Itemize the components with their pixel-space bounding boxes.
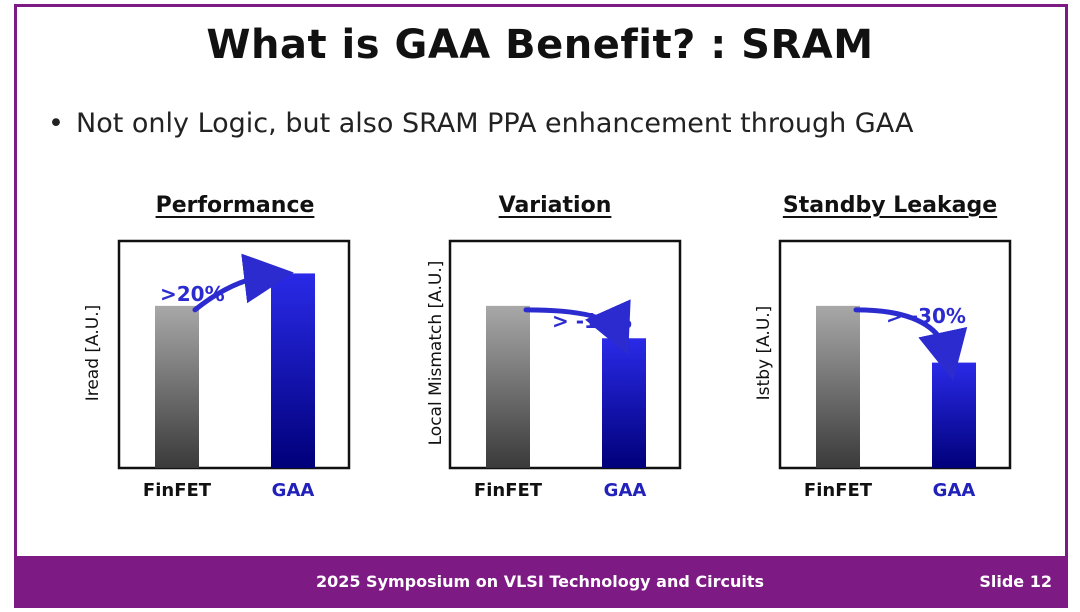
bullet-item: • Not only Logic, but also SRAM PPA enhan… (48, 108, 913, 139)
bullet-text: Not only Logic, but also SRAM PPA enhanc… (76, 108, 914, 139)
xlabel-standby-gaa: GAA (932, 480, 976, 501)
chart-title-performance: Performance (155, 193, 315, 218)
bullet-marker: • (48, 108, 64, 139)
bar-standby-leakage-finfet (816, 305, 860, 468)
delta-label-standby-leakage: > -30% (886, 304, 966, 328)
delta-label-performance: >20% (160, 282, 225, 306)
slide-title: What is GAA Benefit? : SRAM (206, 22, 874, 68)
slide-number: Slide 12 (979, 572, 1052, 591)
ylabel-performance: Iread [A.U.] (83, 304, 103, 402)
bar-standby-leakage-gaa (932, 362, 976, 468)
xlabel-standby-finfet: FinFET (803, 480, 873, 501)
bar-variation-finfet (486, 305, 530, 468)
chart-title-standby-leakage: Standby Leakage (782, 193, 998, 218)
ylabel-variation: Local Mismatch [A.U.] (426, 260, 446, 446)
footer-text: 2025 Symposium on VLSI Technology and Ci… (315, 572, 765, 591)
delta-label-variation: > -10% (552, 309, 632, 333)
bar-variation-gaa (602, 338, 646, 468)
chart-frame-performance (117, 239, 351, 470)
xlabel-performance-gaa: GAA (271, 480, 315, 501)
footer-bar (14, 556, 1068, 608)
xlabel-variation-finfet: FinFET (473, 480, 543, 501)
xlabel-performance-finfet: FinFET (142, 480, 212, 501)
ylabel-standby-leakage: Istby [A.U.] (754, 305, 774, 401)
arrow-variation (523, 299, 631, 356)
chart-title-variation: Variation (498, 193, 612, 218)
chart-layer (117, 239, 1012, 470)
arrow-performance (192, 253, 294, 313)
arrow-standby-leakage (853, 307, 968, 382)
bar-performance-gaa (271, 273, 315, 468)
chart-frame-standby-leakage (778, 239, 1012, 470)
xlabel-variation-gaa: GAA (603, 480, 647, 501)
bar-performance-finfet (155, 305, 199, 468)
chart-frame-variation (448, 239, 682, 470)
